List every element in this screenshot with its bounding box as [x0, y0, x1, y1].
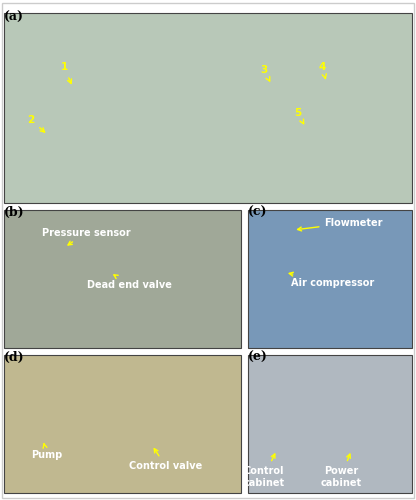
Text: Power
cabinet: Power cabinet	[321, 454, 362, 488]
Text: Dead end valve: Dead end valve	[87, 275, 172, 290]
Text: (b): (b)	[4, 206, 25, 219]
Text: (e): (e)	[248, 351, 267, 364]
Text: 4: 4	[319, 62, 326, 78]
FancyBboxPatch shape	[4, 210, 241, 348]
Text: Air compressor: Air compressor	[289, 272, 374, 287]
Text: 1: 1	[61, 62, 72, 84]
Text: (a): (a)	[4, 11, 24, 24]
Text: (c): (c)	[248, 206, 267, 219]
Text: Pump: Pump	[31, 444, 62, 460]
Text: 5: 5	[294, 108, 304, 124]
FancyBboxPatch shape	[4, 12, 412, 202]
Text: (d): (d)	[4, 351, 25, 364]
Text: 2: 2	[27, 115, 45, 132]
FancyBboxPatch shape	[4, 355, 241, 492]
Text: Flowmeter: Flowmeter	[297, 218, 383, 231]
Text: Control valve: Control valve	[129, 448, 202, 471]
Text: Control
cabinet: Control cabinet	[244, 454, 285, 488]
FancyBboxPatch shape	[248, 355, 412, 492]
FancyBboxPatch shape	[248, 210, 412, 348]
Text: 3: 3	[260, 65, 270, 81]
Text: Pressure sensor: Pressure sensor	[42, 228, 130, 245]
